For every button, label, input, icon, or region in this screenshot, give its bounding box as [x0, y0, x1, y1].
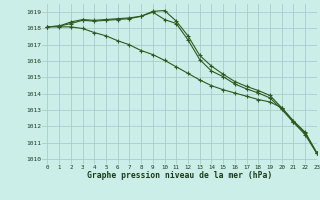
X-axis label: Graphe pression niveau de la mer (hPa): Graphe pression niveau de la mer (hPa)	[87, 171, 272, 180]
